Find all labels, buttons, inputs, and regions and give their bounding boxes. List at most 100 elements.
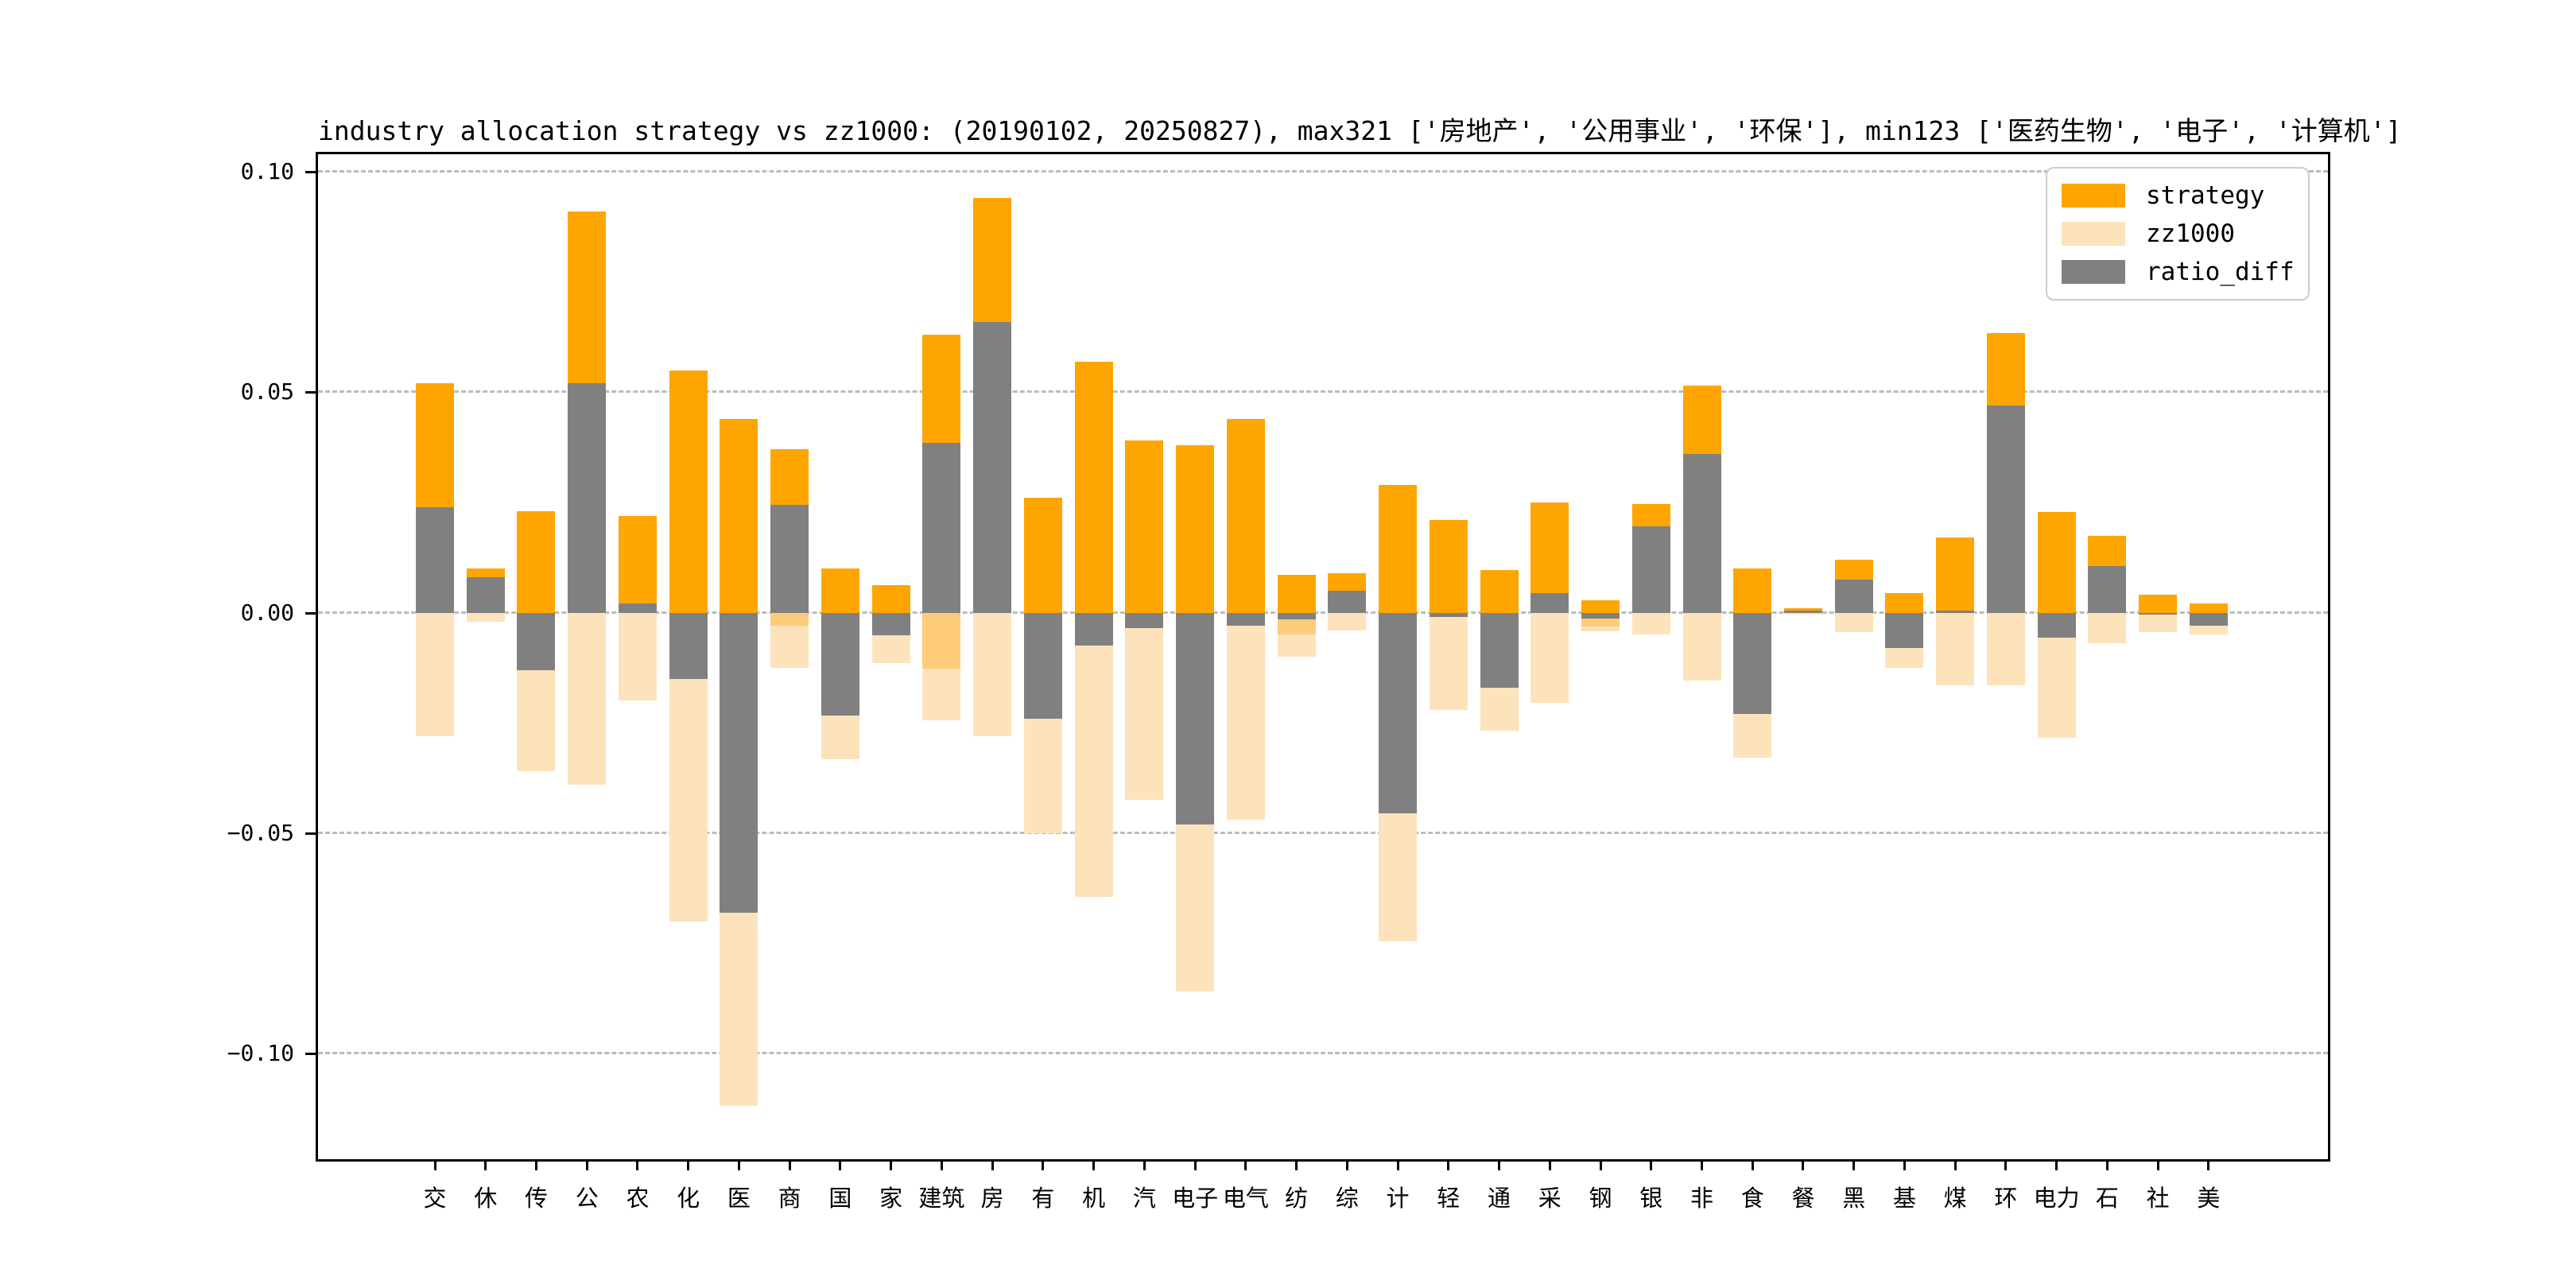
- x-tick-汽: [1143, 1159, 1146, 1170]
- bar-社-ratio-diff: [2139, 612, 2178, 615]
- x-tick-化: [687, 1159, 690, 1170]
- x-tick-label-休: 休: [474, 1185, 498, 1212]
- x-tick-医: [737, 1159, 740, 1170]
- bar-机-zz1000: [1074, 612, 1113, 898]
- x-tick-煤: [1953, 1159, 1957, 1170]
- legend-swatch-strategy: [2062, 184, 2125, 208]
- x-tick-社: [2156, 1159, 2159, 1170]
- bar-电气-zz1000: [1226, 612, 1265, 821]
- bar-农-strategy: [618, 515, 657, 613]
- bar-医-ratio-diff: [720, 612, 758, 913]
- y-tick-0.10: [305, 171, 316, 174]
- legend-row-strategy: strategy: [2047, 182, 2308, 209]
- x-tick-非: [1701, 1159, 1703, 1170]
- bar-轻-zz1000: [1429, 612, 1468, 710]
- x-tick-农: [636, 1159, 639, 1170]
- x-tick-label-银: 银: [1639, 1185, 1663, 1212]
- bar-环-zz1000: [1986, 612, 2025, 686]
- bar-休-ratio-diff: [466, 577, 505, 613]
- bar-采-zz1000: [1530, 612, 1569, 704]
- x-tick-label-食: 食: [1740, 1185, 1764, 1212]
- bar-银-zz1000: [1631, 612, 1670, 635]
- x-tick-label-农: 农: [626, 1185, 650, 1212]
- x-tick-label-社: 社: [2146, 1185, 2170, 1212]
- x-tick-基: [1903, 1159, 1906, 1170]
- x-tick-label-有: 有: [1031, 1185, 1055, 1212]
- bar-公-zz1000: [568, 612, 607, 785]
- bar-基-ratio-diff: [1885, 612, 1924, 648]
- bar-交-zz1000: [416, 612, 454, 736]
- x-tick-label-轻: 轻: [1437, 1185, 1461, 1212]
- bar-通-ratio-diff: [1480, 612, 1519, 688]
- y-tick-label-−0.05: −0.05: [227, 819, 294, 846]
- bar-汽-strategy: [1125, 440, 1164, 613]
- bar-商-ratio-diff: [770, 504, 809, 613]
- bar-有-strategy: [1023, 498, 1062, 613]
- y-tick-0.05: [305, 391, 316, 394]
- bar-汽-zz1000: [1125, 612, 1164, 801]
- bar-食-strategy: [1733, 568, 1772, 613]
- x-tick-label-采: 采: [1538, 1185, 1562, 1212]
- bar-电子-strategy: [1176, 444, 1215, 613]
- bar-电力-strategy: [2037, 512, 2076, 613]
- x-tick-label-石: 石: [2095, 1185, 2119, 1212]
- gridline-0.10: [318, 170, 2328, 173]
- x-tick-label-建筑: 建筑: [918, 1185, 965, 1212]
- bar-计-ratio-diff: [1379, 612, 1418, 813]
- x-tick-label-计: 计: [1386, 1185, 1410, 1212]
- x-tick-label-综: 综: [1335, 1185, 1359, 1212]
- y-tick-label-0.10: 0.10: [240, 158, 294, 185]
- bar-机-strategy: [1074, 361, 1113, 613]
- x-tick-label-传: 传: [524, 1185, 548, 1212]
- bar-房-ratio-diff: [973, 321, 1012, 613]
- x-tick-label-餐: 餐: [1791, 1185, 1815, 1212]
- bar-美-ratio-diff: [2189, 612, 2228, 627]
- bar-煤-zz1000: [1936, 612, 1975, 686]
- gridline-−0.10: [318, 1051, 2328, 1054]
- bar-纺-zz1000-over-orange: [1277, 619, 1316, 635]
- bar-农-zz1000: [618, 612, 657, 701]
- x-tick-钢: [1599, 1159, 1602, 1170]
- bar-煤-ratio-diff: [1936, 610, 1975, 613]
- x-tick-label-钢: 钢: [1589, 1185, 1612, 1212]
- bar-公-ratio-diff: [568, 383, 607, 613]
- bar-国-ratio-diff: [821, 612, 859, 716]
- x-tick-电力: [2055, 1159, 2058, 1170]
- bar-纺-strategy: [1277, 575, 1316, 613]
- y-tick-label-0.00: 0.00: [240, 599, 294, 626]
- x-tick-label-医: 医: [727, 1185, 751, 1212]
- x-tick-轻: [1447, 1159, 1450, 1170]
- bar-电气-ratio-diff: [1226, 612, 1265, 627]
- x-tick-label-机: 机: [1082, 1185, 1106, 1212]
- y-tick-0.00: [305, 611, 316, 615]
- bar-黑-zz1000: [1834, 612, 1873, 633]
- y-tick-−0.10: [305, 1052, 316, 1055]
- x-tick-石: [2105, 1159, 2109, 1170]
- y-tick-label-−0.10: −0.10: [227, 1039, 294, 1066]
- legend-label-ratio_diff: ratio_diff: [2146, 258, 2295, 286]
- legend-label-zz1000: zz1000: [2146, 219, 2235, 248]
- bar-综-ratio-diff: [1328, 590, 1367, 613]
- bar-汽-ratio-diff: [1125, 612, 1164, 628]
- bar-钢-strategy: [1581, 600, 1620, 613]
- x-tick-label-公: 公: [575, 1185, 599, 1212]
- bar-社-zz1000: [2139, 612, 2178, 632]
- bar-社-strategy: [2139, 595, 2178, 613]
- bar-银-ratio-diff: [1631, 526, 1670, 613]
- bar-非-ratio-diff: [1682, 453, 1721, 613]
- x-tick-label-汽: 汽: [1132, 1185, 1156, 1212]
- x-tick-美: [2207, 1159, 2210, 1170]
- bar-食-ratio-diff: [1733, 612, 1772, 715]
- plot-area: [316, 152, 2330, 1162]
- chart-title: industry allocation strategy vs zz1000: …: [318, 115, 2402, 146]
- x-tick-采: [1548, 1159, 1551, 1170]
- bar-通-strategy: [1480, 569, 1519, 613]
- x-tick-纺: [1295, 1159, 1298, 1170]
- x-tick-label-电力: 电力: [2033, 1185, 2080, 1212]
- x-tick-label-黑: 黑: [1842, 1185, 1866, 1212]
- gridline-0.00: [318, 611, 2328, 614]
- bar-建筑-ratio-diff: [922, 443, 961, 613]
- gridline-0.05: [318, 390, 2328, 394]
- bar-采-ratio-diff: [1530, 592, 1569, 613]
- bar-传-ratio-diff: [517, 612, 556, 670]
